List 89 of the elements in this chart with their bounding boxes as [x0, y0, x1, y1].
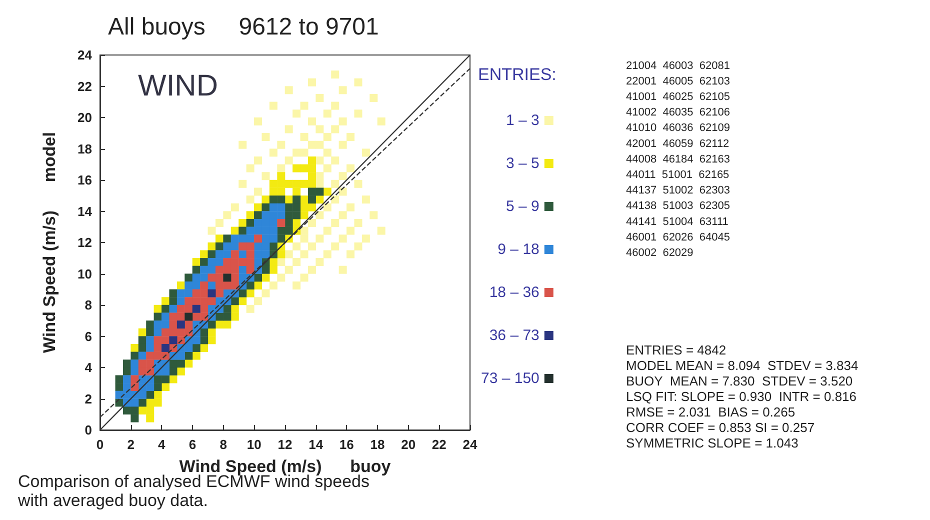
- point: [200, 312, 208, 321]
- point: [223, 274, 232, 282]
- point: [223, 258, 232, 266]
- text: 21004 46003 62081 22001 46005 62103 41001 46025 62105 41002 46035 62106 41010 46036 62109 42001 46059 62112 44008 46184 62163 44011 51001 62165 44137 51002 62303 44138 51003 62305 44141 51004 63111 46001 62026 64045 46002 62029: [626, 60, 730, 259]
- x-axis-title: Wind Speed (m/s) buoy: [179, 457, 392, 476]
- point: [215, 281, 224, 290]
- point: [223, 281, 232, 290]
- legend-label: 1 – 3: [506, 112, 540, 129]
- point: [184, 297, 193, 306]
- point: [146, 352, 154, 360]
- point: [277, 218, 286, 227]
- point: [200, 297, 208, 306]
- point: [230, 281, 239, 290]
- x-tick-label: 20: [401, 437, 416, 452]
- point: [162, 344, 170, 352]
- point: [184, 320, 193, 329]
- point: [146, 360, 154, 368]
- point: [230, 274, 239, 282]
- y-tick-label: 14: [78, 204, 93, 219]
- point: [200, 289, 208, 298]
- point: [230, 258, 239, 266]
- legend-label: 73 – 150: [481, 370, 540, 387]
- x-tick-label: 14: [308, 437, 324, 452]
- x-tick-label: 0: [96, 437, 104, 452]
- x-tick-label: 6: [188, 437, 196, 452]
- point: [246, 266, 254, 274]
- x-tick-label: 24: [462, 437, 478, 452]
- y-tick-label: 24: [78, 48, 93, 62]
- x-tick-label: 16: [339, 437, 354, 452]
- point: [215, 289, 224, 298]
- y-tick-label: 16: [78, 172, 92, 188]
- y-tick-label: 12: [78, 235, 92, 250]
- x-tick-label: 4: [158, 437, 166, 452]
- point: [208, 297, 216, 306]
- point: [208, 289, 216, 298]
- y-tick-label: 18: [78, 141, 92, 156]
- point: [230, 250, 239, 258]
- point: [154, 352, 162, 360]
- point: [130, 375, 139, 384]
- point: [246, 250, 254, 258]
- text: ENTRIES = 4842 MODEL MEAN = 8.094 STDEV = 3.834 BUOY MEAN = 7.830 STDEV = 3.520 LSQ FIT: SLOPE = 0.930 INTR = 0.816 RMSE = 2.031 BIAS = 0.265 CORR COEF = 0.853 SI = 0.257 SYMMETRIC SLOPE = 1.043: [626, 342, 858, 450]
- point: [169, 320, 178, 329]
- y-tick-label: 22: [78, 78, 92, 94]
- y-tick-label: 8: [84, 298, 92, 312]
- y-tick-label: 4: [84, 360, 93, 375]
- point: [169, 328, 178, 336]
- legend-label: 5 – 9: [506, 198, 540, 215]
- point: [176, 312, 185, 321]
- point: [138, 360, 146, 368]
- point: [246, 242, 254, 250]
- point: [230, 266, 239, 274]
- y-axis-title: Wind Speed (m/s) model: [40, 132, 59, 353]
- point: [208, 274, 216, 282]
- point: [176, 320, 185, 329]
- x-tick-label: 8: [220, 437, 227, 452]
- point: [238, 258, 247, 266]
- x-tick-label: 22: [432, 437, 446, 452]
- legend-label: 3 – 5: [506, 155, 540, 172]
- point: [192, 297, 200, 306]
- point: [192, 304, 200, 313]
- legend-label: 36 – 73: [489, 327, 540, 344]
- y-tick-label: 20: [78, 110, 92, 125]
- point: [154, 344, 162, 352]
- annotation: WIND: [138, 70, 218, 102]
- legend-label: 9 – 18: [498, 241, 540, 258]
- point: [154, 336, 162, 344]
- point: [162, 336, 170, 344]
- point: [246, 258, 254, 266]
- y-tick-label: 2: [84, 391, 92, 406]
- y-tick-label: 6: [84, 328, 92, 344]
- point: [169, 312, 178, 321]
- x-tick-label: 2: [127, 437, 134, 452]
- x-tick-label: 18: [370, 437, 385, 452]
- x-tick-label: 12: [278, 437, 292, 452]
- x-tick-label: 10: [246, 437, 262, 452]
- point: [238, 242, 247, 250]
- point: [184, 312, 193, 321]
- legend-label: 18 – 36: [489, 284, 540, 301]
- point: [184, 304, 193, 313]
- point: [223, 266, 232, 274]
- y-tick-label: 0: [84, 422, 92, 438]
- point: [169, 336, 178, 344]
- point: [215, 274, 224, 282]
- point: [138, 367, 146, 376]
- point: [254, 234, 262, 243]
- chart-title: All buoys 9612 to 9701: [108, 14, 379, 40]
- legend-title: ENTRIES:: [478, 65, 556, 84]
- point: [200, 281, 208, 290]
- y-tick-label: 10: [78, 266, 92, 282]
